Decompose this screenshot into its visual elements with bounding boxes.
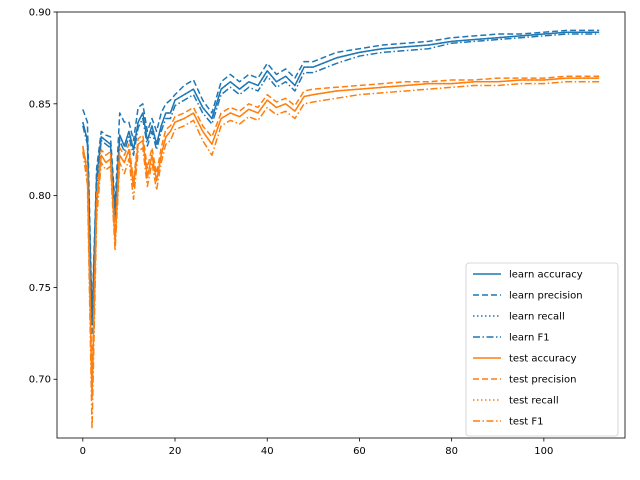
x-tick-label: 100 (534, 446, 553, 457)
x-axis: 0 20 40 60 80 100 (80, 438, 553, 457)
series-line-learn-recall (82, 31, 600, 325)
series-line-test-precision (82, 75, 600, 380)
legend-label: learn F1 (509, 333, 550, 344)
y-tick-label: 0.85 (29, 99, 51, 110)
legend: learn accuracy learn precision learn recal… (465, 262, 619, 437)
legend-label: learn accuracy (509, 270, 583, 281)
legend-label: learn precision (509, 291, 583, 302)
y-tick-label: 0.75 (29, 283, 51, 294)
x-tick-label: 40 (261, 446, 274, 457)
series-layer (82, 29, 600, 430)
legend-box (465, 262, 619, 437)
legend-label: test recall (509, 396, 559, 407)
y-tick-label: 0.70 (29, 375, 51, 386)
y-tick-label: 0.80 (29, 191, 51, 202)
x-tick-label: 20 (169, 446, 182, 457)
plot-frame (56, 11, 626, 439)
x-tick-label: 80 (445, 446, 458, 457)
series-line-test-f1 (82, 81, 600, 430)
x-tick-label: 0 (80, 446, 86, 457)
series-line-learn-precision (82, 29, 600, 316)
y-axis: 0.70 0.75 0.80 0.85 0.90 (29, 8, 57, 386)
legend-label: test F1 (509, 417, 544, 428)
legend-label: test accuracy (509, 354, 577, 365)
y-tick-label: 0.90 (29, 8, 51, 19)
legend-label: learn recall (509, 312, 565, 323)
x-tick-label: 60 (353, 446, 366, 457)
legend-label: test precision (509, 375, 577, 386)
series-line-test-accuracy (82, 77, 600, 399)
